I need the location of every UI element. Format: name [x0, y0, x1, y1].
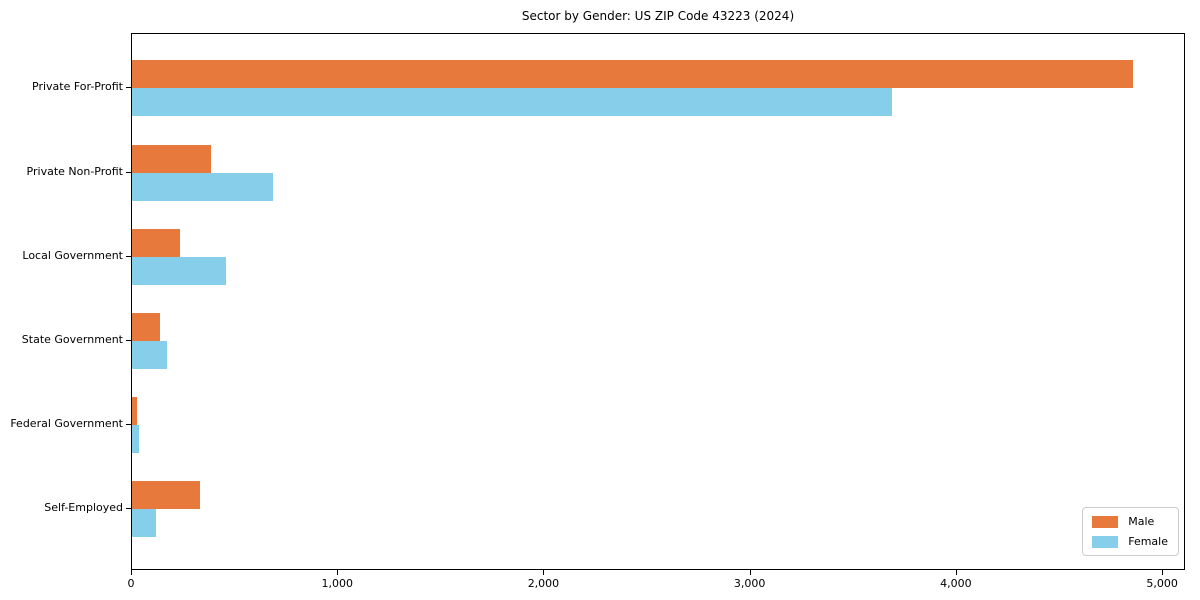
y-tick-mark: [126, 424, 131, 426]
x-tick-label: 0: [127, 577, 135, 590]
x-tick-label: 5,000: [1146, 577, 1178, 590]
legend-label-female: Female: [1128, 535, 1168, 548]
y-tick-mark: [126, 87, 131, 89]
y-tick-mark: [126, 508, 131, 510]
y-tick-label: State Government: [21, 332, 123, 346]
legend-item-female: Female: [1092, 535, 1168, 548]
bar-female-4: [132, 340, 167, 369]
legend-label-male: Male: [1128, 515, 1155, 528]
legend: Male Female: [1082, 507, 1179, 556]
y-tick-mark: [126, 255, 131, 257]
legend-item-male: Male: [1092, 515, 1168, 528]
bar-male-4: [132, 312, 160, 341]
y-tick-label: Self-Employed: [44, 501, 123, 515]
bar-female-1: [132, 88, 892, 117]
x-tick-mark: [131, 570, 132, 575]
x-tick-mark: [955, 570, 957, 575]
y-tick-label: Local Government: [22, 248, 123, 262]
x-tick-label: 4,000: [940, 577, 972, 590]
plot-area: Male Female: [131, 33, 1185, 570]
legend-swatch-male: [1092, 515, 1119, 528]
bar-female-5: [132, 425, 140, 454]
y-tick-label: Private Non-Profit: [26, 164, 123, 178]
y-tick-mark: [126, 339, 131, 341]
bar-male-3: [132, 228, 181, 257]
bar-female-3: [132, 256, 226, 285]
chart-title: Sector by Gender: US ZIP Code 43223 (202…: [521, 9, 795, 23]
y-tick-label: Federal Government: [10, 417, 123, 431]
legend-swatch-female: [1092, 535, 1119, 548]
x-tick-label: 3,000: [733, 577, 766, 590]
bar-female-2: [132, 172, 273, 201]
x-tick-mark: [1162, 570, 1164, 575]
x-tick-mark: [543, 570, 545, 575]
bar-male-2: [132, 144, 212, 173]
y-tick-mark: [126, 171, 131, 173]
bar-male-6: [132, 481, 200, 510]
x-tick-label: 1,000: [321, 577, 353, 590]
x-tick-label: 2,000: [527, 577, 560, 590]
bar-male-1: [132, 60, 1134, 89]
y-tick-label: Private For-Profit: [32, 80, 123, 94]
bar-female-6: [132, 509, 156, 538]
x-tick-mark: [337, 570, 339, 575]
x-tick-mark: [749, 570, 751, 575]
bar-male-5: [132, 397, 138, 426]
